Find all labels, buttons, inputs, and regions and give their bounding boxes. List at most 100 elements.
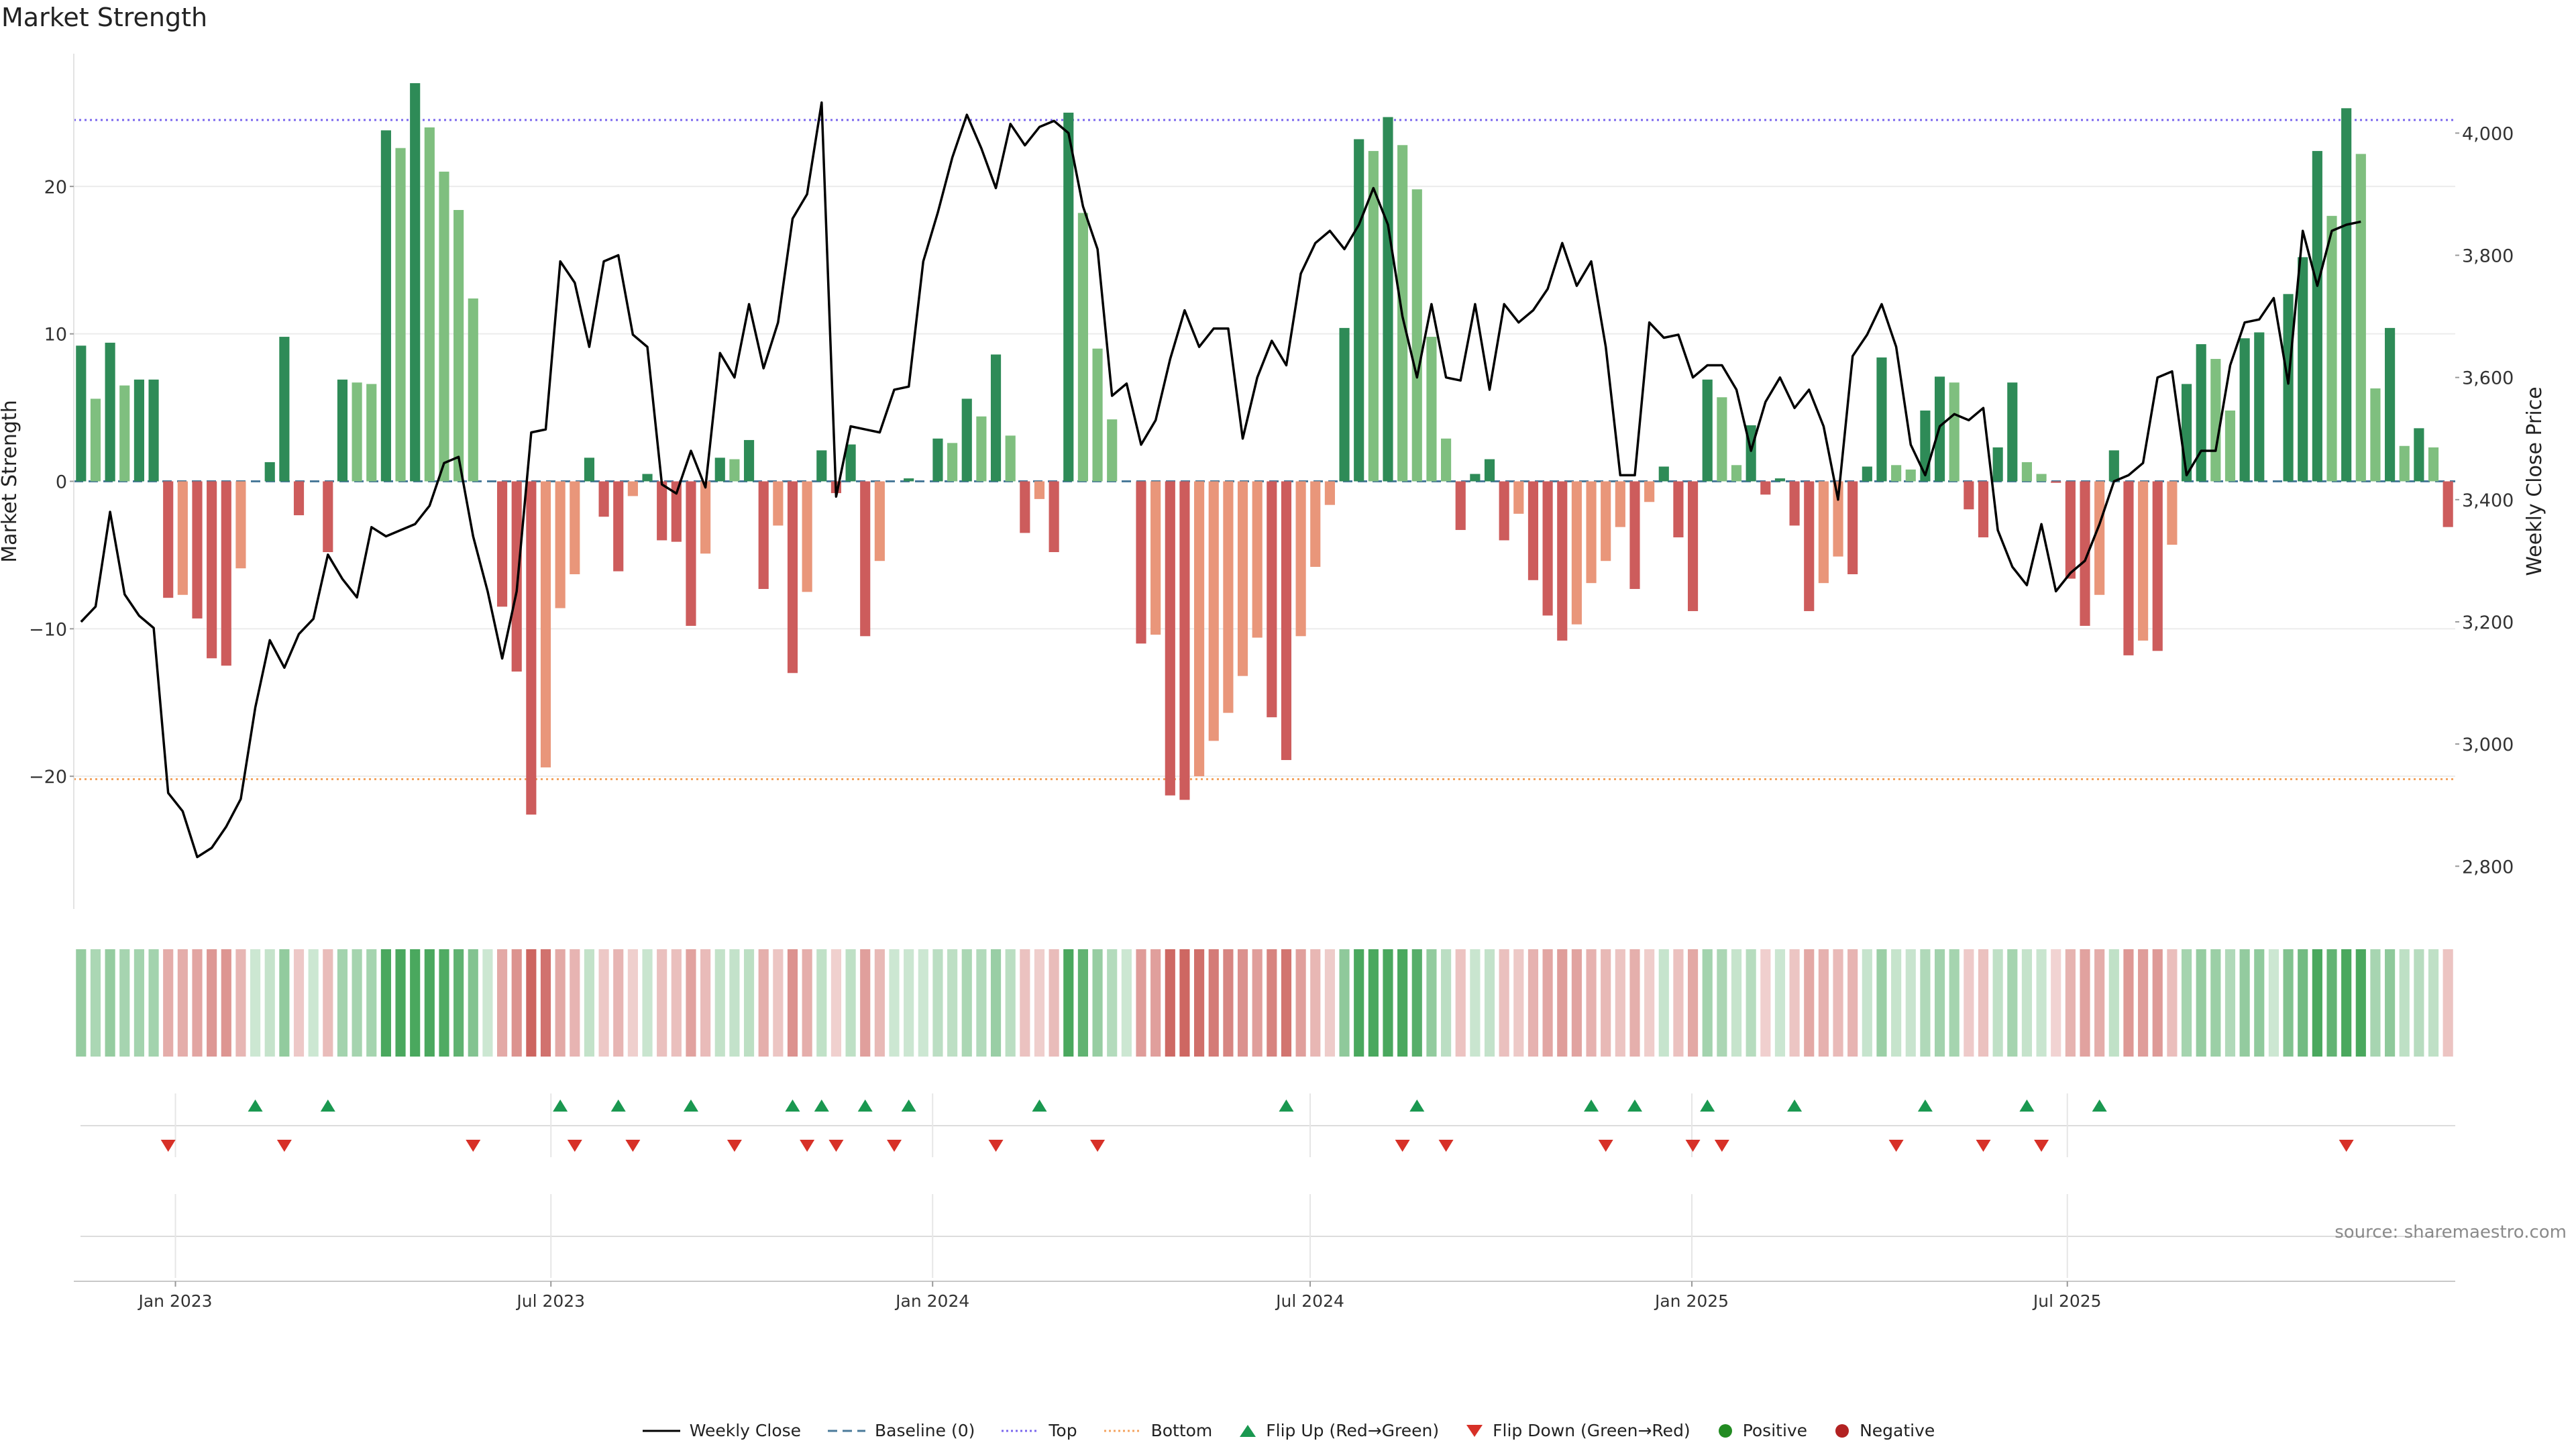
strength-bar bbox=[148, 379, 159, 482]
heat-cell bbox=[802, 949, 812, 1057]
legend-negative: Negative bbox=[1833, 1421, 1935, 1440]
strength-bar bbox=[1165, 481, 1175, 796]
flip-markers-panel bbox=[80, 1093, 2455, 1157]
strength-bar bbox=[1092, 348, 1103, 482]
strength-bar bbox=[1484, 459, 1495, 482]
heat-cell bbox=[148, 949, 159, 1057]
strength-bar bbox=[1208, 481, 1219, 741]
heat-cell bbox=[90, 949, 101, 1057]
heat-cell bbox=[482, 949, 493, 1057]
strength-bar bbox=[511, 481, 522, 672]
heat-cell bbox=[1673, 949, 1684, 1057]
heat-cell bbox=[1833, 949, 1843, 1057]
strength-bar bbox=[1411, 189, 1422, 482]
heat-cell bbox=[1020, 949, 1030, 1057]
heat-cell bbox=[1397, 949, 1408, 1057]
flip-down-marker bbox=[1090, 1140, 1106, 1152]
strength-bar bbox=[1237, 481, 1248, 676]
heat-cell bbox=[1208, 949, 1219, 1057]
heat-cell bbox=[2370, 949, 2381, 1057]
price-series bbox=[80, 101, 2361, 859]
strength-bar bbox=[714, 458, 725, 482]
strength-bar bbox=[380, 130, 391, 482]
heat-cell bbox=[410, 949, 421, 1057]
strength-bar bbox=[584, 458, 595, 482]
heat-cell bbox=[1237, 949, 1248, 1057]
right-tick-label: 3,800 bbox=[2462, 246, 2514, 267]
strength-bar bbox=[2094, 481, 2105, 595]
strength-bar bbox=[700, 481, 711, 554]
heat-cell bbox=[2399, 949, 2410, 1057]
heat-cell bbox=[1499, 949, 1509, 1057]
strength-bar bbox=[395, 148, 406, 482]
heat-cell bbox=[207, 949, 217, 1057]
strength-bar bbox=[279, 337, 290, 482]
heat-cell bbox=[1513, 949, 1524, 1057]
flip-up-marker bbox=[1627, 1099, 1642, 1112]
strength-bar bbox=[1658, 466, 1669, 482]
strength-bar bbox=[816, 450, 827, 482]
heat-cell bbox=[1107, 949, 1118, 1057]
strength-bar bbox=[1629, 481, 1640, 589]
heat-cell bbox=[961, 949, 972, 1057]
heat-cell bbox=[76, 949, 87, 1057]
strength-bar bbox=[2326, 215, 2337, 482]
heat-cell bbox=[526, 949, 537, 1057]
heat-cell bbox=[1063, 949, 1074, 1057]
heat-cell bbox=[2007, 949, 2018, 1057]
heat-cell bbox=[1629, 949, 1640, 1057]
heat-cell bbox=[2428, 949, 2439, 1057]
strength-bar bbox=[2181, 384, 2192, 482]
heat-cell bbox=[642, 949, 653, 1057]
strength-bar bbox=[526, 481, 537, 815]
strength-heat-strip bbox=[76, 949, 2453, 1057]
strength-bar bbox=[845, 444, 856, 482]
heat-cell bbox=[904, 949, 914, 1057]
heat-cell bbox=[1789, 949, 1800, 1057]
strength-bar bbox=[2138, 481, 2149, 641]
heat-cell bbox=[323, 949, 333, 1057]
strength-bar bbox=[657, 481, 667, 541]
x-tick-label: Jul 2025 bbox=[2032, 1291, 2102, 1311]
strength-bar bbox=[2355, 154, 2366, 482]
heat-cell bbox=[1542, 949, 1553, 1057]
heat-cell bbox=[352, 949, 362, 1057]
strength-bar bbox=[337, 379, 348, 482]
heat-cell bbox=[1295, 949, 1306, 1057]
flip-up-marker bbox=[785, 1099, 800, 1112]
heat-cell bbox=[163, 949, 174, 1057]
heat-cell bbox=[1150, 949, 1161, 1057]
strength-bar bbox=[468, 298, 478, 482]
strength-bar bbox=[932, 438, 943, 482]
heat-cell bbox=[540, 949, 551, 1057]
heat-cell bbox=[1310, 949, 1321, 1057]
heat-cell bbox=[2210, 949, 2221, 1057]
strength-bar bbox=[642, 474, 653, 482]
strength-bar bbox=[947, 443, 958, 482]
flip-up-marker bbox=[1787, 1099, 1803, 1112]
legend-label: Baseline (0) bbox=[875, 1421, 975, 1440]
heat-cell bbox=[830, 949, 842, 1057]
heat-cell bbox=[700, 949, 711, 1057]
flip-up-marker bbox=[1917, 1099, 1933, 1112]
heat-cell bbox=[1731, 949, 1742, 1057]
right-tick-label: 3,600 bbox=[2462, 368, 2514, 389]
flip-down-marker bbox=[276, 1140, 292, 1152]
heat-cell bbox=[366, 949, 377, 1057]
flip-up-marker bbox=[553, 1099, 568, 1112]
heat-cell bbox=[2021, 949, 2033, 1057]
flip-down-marker bbox=[1395, 1140, 1410, 1152]
strength-bar bbox=[424, 127, 435, 482]
heat-cell bbox=[2051, 949, 2061, 1057]
strength-bar bbox=[177, 481, 188, 595]
heat-cell bbox=[947, 949, 958, 1057]
heat-cell bbox=[2094, 949, 2105, 1057]
heat-cell bbox=[1267, 949, 1277, 1057]
heat-cell bbox=[1746, 949, 1756, 1057]
strength-bar bbox=[570, 481, 580, 574]
strength-bar bbox=[1368, 151, 1379, 482]
heat-cell bbox=[1717, 949, 1727, 1057]
strength-bar bbox=[1964, 481, 1974, 510]
heat-cell bbox=[743, 949, 755, 1057]
strength-bar bbox=[729, 459, 740, 482]
